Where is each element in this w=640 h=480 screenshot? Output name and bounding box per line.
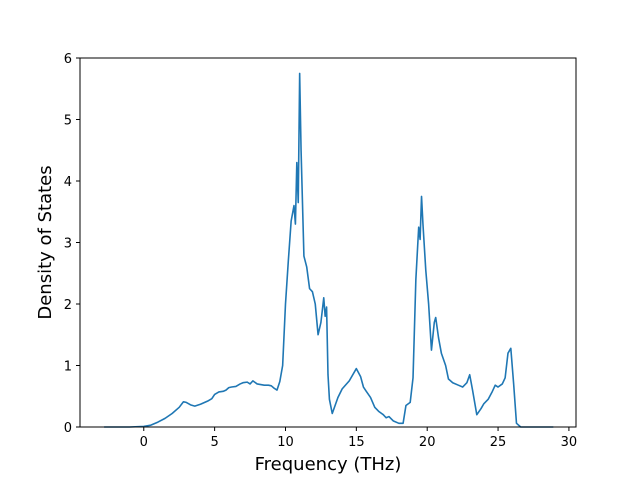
x-tick-label: 10 <box>277 435 294 450</box>
y-tick-label: 1 <box>64 360 72 375</box>
series-line-0 <box>104 72 554 428</box>
y-axis: 0 1 2 3 4 5 6 <box>64 52 80 436</box>
x-tick-label: 25 <box>490 435 507 450</box>
plot-area <box>104 72 554 428</box>
x-tick-label: 15 <box>348 435 365 450</box>
y-tick-label: 6 <box>64 52 72 67</box>
y-tick-label: 2 <box>64 298 72 313</box>
x-tick-label: 0 <box>140 435 148 450</box>
y-tick-label: 0 <box>64 421 72 436</box>
y-axis-label: Density of States <box>35 165 56 319</box>
y-tick-label: 5 <box>64 114 72 129</box>
y-tick-label: 4 <box>64 175 72 190</box>
y-tick-label: 3 <box>64 237 72 252</box>
x-axis: 0 5 10 15 20 25 30 <box>140 427 578 450</box>
x-tick-label: 5 <box>210 435 218 450</box>
x-axis-label: Frequency (THz) <box>255 454 402 475</box>
x-tick-label: 20 <box>419 435 436 450</box>
x-tick-label: 30 <box>561 435 578 450</box>
plot-frame <box>79 57 577 428</box>
